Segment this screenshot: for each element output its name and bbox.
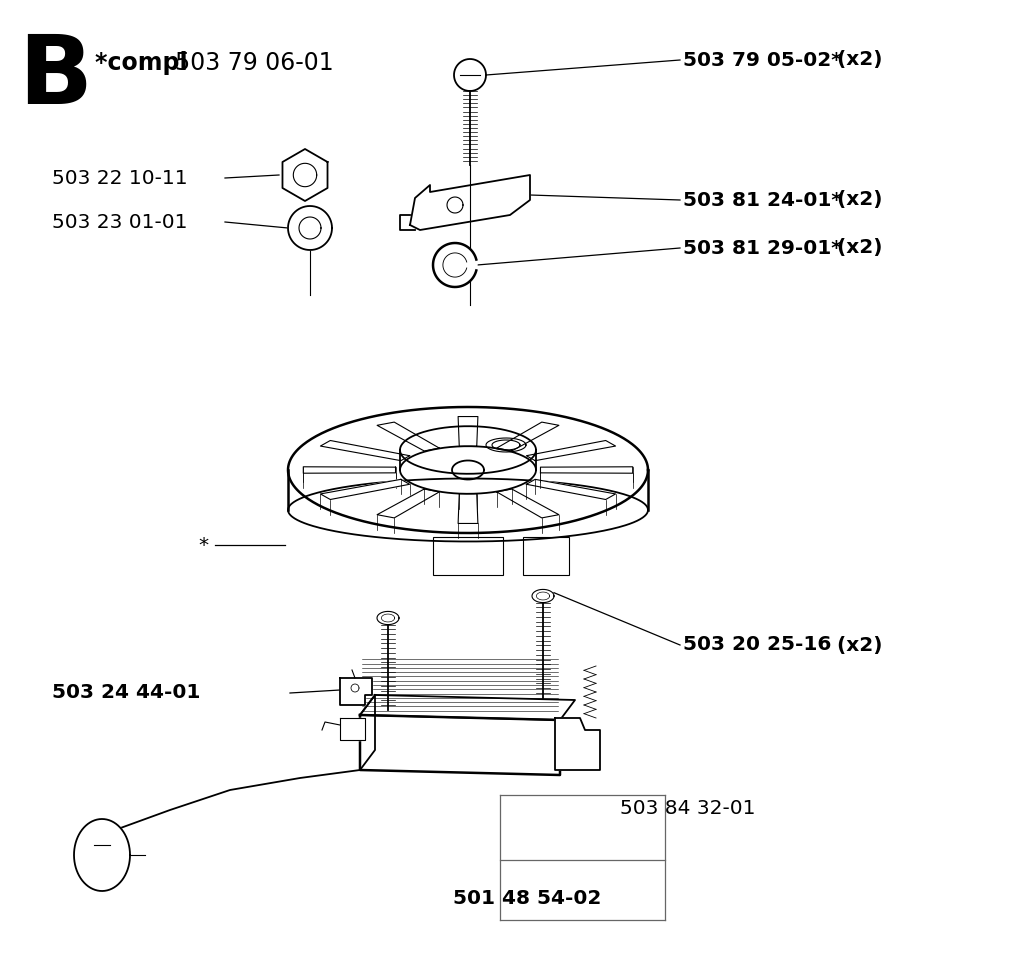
Polygon shape xyxy=(555,718,600,770)
Text: (x2): (x2) xyxy=(830,238,883,257)
Text: 503 23 01-01: 503 23 01-01 xyxy=(52,212,187,231)
Bar xyxy=(523,537,568,575)
Polygon shape xyxy=(541,467,633,473)
Polygon shape xyxy=(526,441,615,461)
Text: 501 48 54-02: 501 48 54-02 xyxy=(453,889,601,907)
Text: (x2): (x2) xyxy=(830,50,883,69)
Polygon shape xyxy=(360,695,375,770)
Text: 503 81 29-01*: 503 81 29-01* xyxy=(683,238,842,257)
Polygon shape xyxy=(303,467,395,473)
Text: *compl: *compl xyxy=(95,51,196,75)
Polygon shape xyxy=(458,494,478,523)
Text: *: * xyxy=(198,535,208,554)
Polygon shape xyxy=(377,422,439,451)
Text: (x2): (x2) xyxy=(830,635,883,655)
Polygon shape xyxy=(454,59,486,91)
Text: 503 20 25-16: 503 20 25-16 xyxy=(683,635,831,655)
Polygon shape xyxy=(377,489,439,518)
Polygon shape xyxy=(497,489,559,518)
Text: 503 79 06-01: 503 79 06-01 xyxy=(175,51,334,75)
Polygon shape xyxy=(288,206,332,250)
Text: 503 24 44-01: 503 24 44-01 xyxy=(52,683,201,703)
Polygon shape xyxy=(410,175,530,230)
Text: 503 22 10-11: 503 22 10-11 xyxy=(52,169,187,188)
Text: B: B xyxy=(18,32,92,124)
Polygon shape xyxy=(283,149,328,201)
Polygon shape xyxy=(497,422,559,451)
Polygon shape xyxy=(360,695,575,720)
Polygon shape xyxy=(321,441,410,461)
Polygon shape xyxy=(458,416,478,446)
Polygon shape xyxy=(526,479,615,499)
Polygon shape xyxy=(360,715,560,775)
Text: 503 79 05-02*: 503 79 05-02* xyxy=(683,50,842,69)
Text: 503 81 24-01*: 503 81 24-01* xyxy=(683,191,842,209)
Polygon shape xyxy=(433,243,477,287)
Bar xyxy=(433,537,503,575)
Polygon shape xyxy=(321,479,410,499)
Text: (x2): (x2) xyxy=(830,191,883,209)
Polygon shape xyxy=(74,819,130,891)
Polygon shape xyxy=(340,678,372,705)
Text: 503 84 32-01: 503 84 32-01 xyxy=(620,798,756,817)
Polygon shape xyxy=(340,718,365,740)
